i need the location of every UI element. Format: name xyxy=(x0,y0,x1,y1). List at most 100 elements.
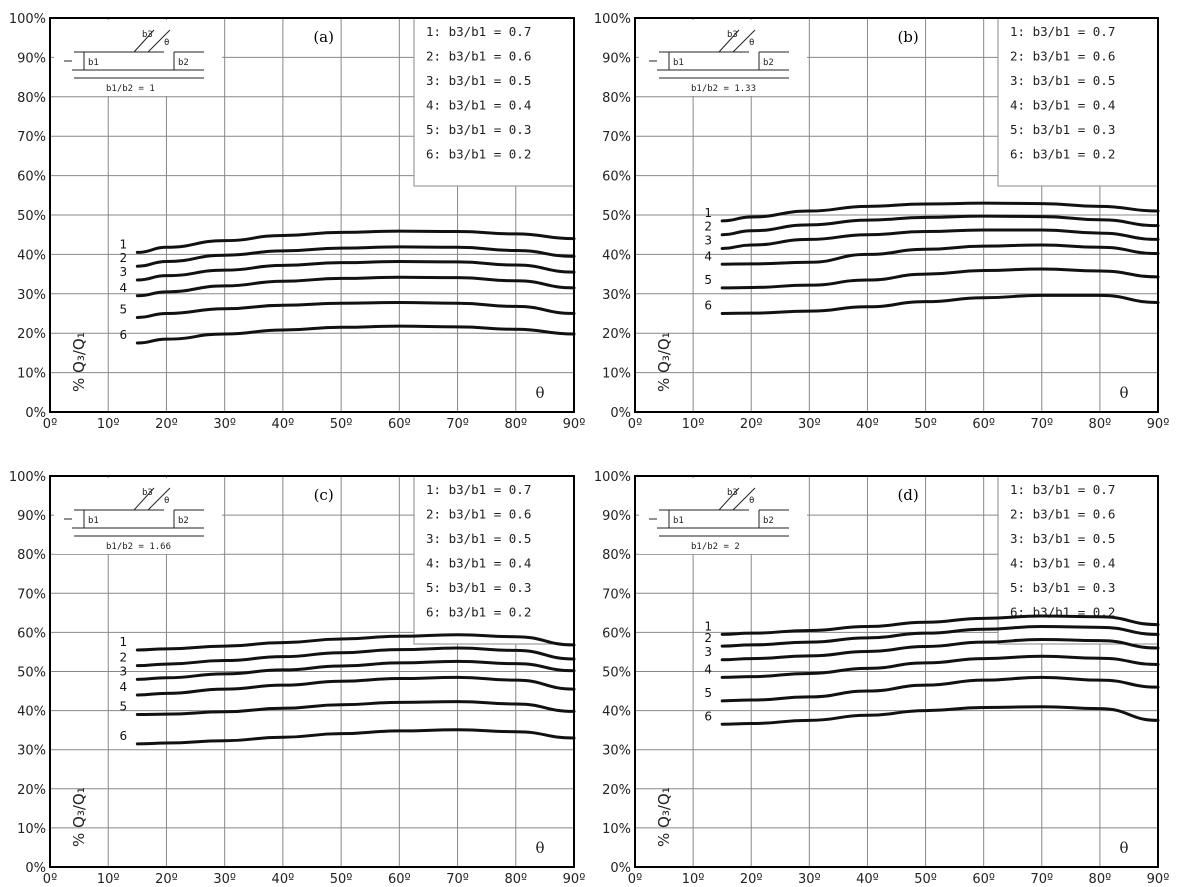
junction-sketch xyxy=(649,487,789,537)
x-tick-label: 90º xyxy=(1147,417,1170,432)
theta-label: θ xyxy=(164,496,169,506)
series-label: 2 xyxy=(120,651,128,665)
y-tick-label: 80% xyxy=(17,548,46,563)
b3-label: b3 xyxy=(727,30,738,40)
y-tick-label: 30% xyxy=(602,744,631,759)
series-line xyxy=(135,675,576,697)
panel-tag: (b) xyxy=(897,28,918,46)
plot-frame xyxy=(49,17,575,413)
y-tick-label: 100% xyxy=(9,470,46,485)
y-tick-label: 80% xyxy=(17,91,46,106)
series-line xyxy=(135,324,576,345)
y-axis-label: % Q₃/Q₁ xyxy=(655,787,673,847)
legend-entry: 4: b3/b1 = 0.4 xyxy=(426,98,531,113)
x-tick-label: 0º xyxy=(628,872,642,887)
x-tick-label: 40º xyxy=(856,872,879,887)
ratio-label: b1/b2 = 2 xyxy=(691,542,740,552)
x-tick-label: 90º xyxy=(563,417,586,432)
x-tick-label: 30º xyxy=(798,417,821,432)
b2-label: b2 xyxy=(178,516,189,526)
sketch-line xyxy=(133,29,155,53)
x-tick-label: 0º xyxy=(43,872,57,887)
series-label: 3 xyxy=(120,664,128,678)
legend-entry: 2: b3/b1 = 0.6 xyxy=(1010,49,1115,64)
legend-entry: 4: b3/b1 = 0.4 xyxy=(1010,556,1115,571)
series-label: 1 xyxy=(704,619,712,633)
plot-frame xyxy=(634,475,1159,868)
legend-box xyxy=(997,17,1159,187)
series-line xyxy=(135,275,576,298)
y-axis-label: % Q₃/Q₁ xyxy=(70,787,88,847)
x-tick-label: 80º xyxy=(1089,872,1112,887)
legend-entry: 3: b3/b1 = 0.5 xyxy=(426,531,531,546)
y-tick-label: 90% xyxy=(602,509,631,524)
y-axis-label: % Q₃/Q₁ xyxy=(655,332,673,392)
legend-entry: 2: b3/b1 = 0.6 xyxy=(426,49,531,64)
series-line xyxy=(135,229,576,254)
x-tick-label: 60º xyxy=(388,872,411,887)
series-line xyxy=(135,659,576,681)
x-tick-label: 30º xyxy=(798,872,821,887)
chart-panel-1: 1: b3/b1 = 0.7 2: b3/b1 = 0.6 3: b3/b1 = 0… xyxy=(594,12,1170,432)
legend-entry: 3: b3/b1 = 0.5 xyxy=(1010,73,1115,88)
series-label: 2 xyxy=(704,220,712,234)
x-tick-label: 20º xyxy=(155,417,178,432)
b1-label: b1 xyxy=(673,516,684,526)
x-tick-label: 80º xyxy=(504,417,527,432)
series-line xyxy=(720,637,1160,662)
y-tick-label: 60% xyxy=(602,626,631,641)
ratio-label: b1/b2 = 1.33 xyxy=(691,84,756,94)
x-tick-label: 90º xyxy=(1147,872,1170,887)
x-tick-label: 20º xyxy=(740,417,763,432)
series-label: 4 xyxy=(704,662,712,676)
legend-entry: 1: b3/b1 = 0.7 xyxy=(426,482,531,497)
y-tick-label: 40% xyxy=(17,248,46,263)
x-axis-label: θ xyxy=(1119,839,1128,857)
series-label: 3 xyxy=(704,233,712,247)
legend-entry: 4: b3/b1 = 0.4 xyxy=(1010,98,1115,113)
series-label: 4 xyxy=(120,281,128,295)
sketch-line xyxy=(147,487,171,511)
series-line xyxy=(720,267,1160,290)
series-label: 4 xyxy=(704,249,712,263)
y-tick-label: 90% xyxy=(602,51,631,66)
legend-entry: 1: b3/b1 = 0.7 xyxy=(426,24,531,39)
series-line xyxy=(135,700,576,717)
b3-label: b3 xyxy=(727,488,738,498)
series-label: 3 xyxy=(704,645,712,659)
y-tick-label: 70% xyxy=(602,587,631,602)
series-label: 5 xyxy=(704,273,712,287)
sketch-line xyxy=(732,29,756,53)
series-label: 3 xyxy=(120,265,128,279)
x-tick-label: 40º xyxy=(856,417,879,432)
series-line xyxy=(720,675,1160,703)
grid xyxy=(50,18,575,412)
x-tick-label: 10º xyxy=(97,417,120,432)
theta-label: θ xyxy=(749,496,754,506)
y-tick-label: 50% xyxy=(17,209,46,224)
x-tick-label: 90º xyxy=(563,872,586,887)
theta-label: θ xyxy=(164,38,169,48)
y-tick-label: 90% xyxy=(17,51,46,66)
x-tick-label: 70º xyxy=(446,417,469,432)
y-tick-label: 80% xyxy=(602,91,631,106)
series-label: 2 xyxy=(704,631,712,645)
series-line xyxy=(135,728,576,746)
series-label: 6 xyxy=(120,328,128,342)
series-line xyxy=(720,243,1160,266)
chart-panel-3: 1: b3/b1 = 0.7 2: b3/b1 = 0.6 3: b3/b1 = 0… xyxy=(594,470,1170,887)
x-tick-label: 10º xyxy=(682,417,705,432)
series-line xyxy=(720,625,1160,648)
x-tick-label: 40º xyxy=(272,417,295,432)
y-tick-label: 30% xyxy=(602,288,631,303)
x-tick-label: 50º xyxy=(914,872,937,887)
y-tick-label: 60% xyxy=(602,170,631,185)
x-tick-label: 80º xyxy=(1089,417,1112,432)
y-tick-label: 0% xyxy=(610,861,631,876)
series-line xyxy=(720,214,1160,237)
x-tick-label: 30º xyxy=(213,872,236,887)
junction-sketch xyxy=(649,29,789,79)
y-tick-label: 60% xyxy=(17,170,46,185)
legend-entry: 6: b3/b1 = 0.2 xyxy=(1010,147,1115,162)
y-tick-label: 100% xyxy=(594,12,631,27)
